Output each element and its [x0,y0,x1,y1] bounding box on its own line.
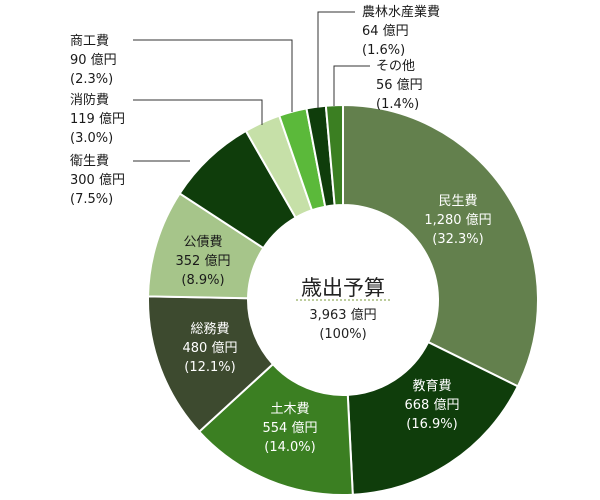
slice-6-percent-label: (7.5%) [70,192,113,207]
leader-line-9 [317,11,355,108]
slice-10 [324,103,344,207]
slice-9-percent-label: (1.6%) [362,43,405,58]
slice-7-name-label: 消防費 [70,92,109,108]
slice-2-percent-label: (16.9%) [406,417,457,432]
slice-3-percent-label: (14.0%) [264,440,315,455]
slice-4-amount-label: 480 億円 [183,340,238,356]
center-total-percent: (100%) [319,327,366,342]
slice-5-name-label: 公債費 [183,235,222,250]
slice-6-name-label: 衛生費 [70,154,109,169]
slice-2-amount-label: 668 億円 [405,397,460,413]
slice-4-percent-label: (12.1%) [184,360,235,375]
donut-slices [147,103,539,496]
slice-8-amount-label: 90 億円 [70,52,117,68]
leader-lines [133,11,370,162]
slice-labels: 民生費 1,280 億円 (32.3%) 教育費 668 億円 (16.9%) 土木費 554… [70,4,492,455]
slice-10-percent-label: (1.4%) [376,97,419,112]
slice-8-name-label: 商工費 [70,34,109,49]
slice-10-amount-label: 56 億円 [376,77,423,93]
slice-4-name-label: 総務費 [190,322,229,337]
slice-3-name-label: 土木費 [270,402,309,417]
slice-2-name-label: 教育費 [412,378,451,394]
center-title: 歳出予算 [301,276,385,300]
slice-1-amount-label: 1,280 億円 [424,212,491,228]
leader-line-7 [133,99,263,125]
slice-1-name-label: 民生費 [438,194,477,209]
slice-9-amount-label: 64 億円 [362,23,409,39]
slice-7-percent-label: (3.0%) [70,131,113,146]
slice-5-amount-label: 352 億円 [176,253,231,269]
slice-9-name-label: 農林水産業費 [362,4,440,20]
slice-8-percent-label: (2.3%) [70,72,113,87]
slice-5-percent-label: (8.9%) [181,273,224,288]
slice-1 [342,103,539,388]
slice-10-name-label: その他 [376,59,415,74]
leader-line-8 [133,39,293,112]
slice-1-percent-label: (32.3%) [432,232,483,247]
slice-7-amount-label: 119 億円 [70,111,125,127]
leader-line-10 [333,65,370,106]
center-label: 歳出予算 3,963 億円 (100%) [296,276,392,342]
donut-hole [249,206,437,394]
slice-2 [346,340,520,496]
slice-3-amount-label: 554 億円 [263,420,318,436]
slice-6-amount-label: 300 億円 [70,172,125,188]
center-total-amount: 3,963 億円 [309,307,376,323]
